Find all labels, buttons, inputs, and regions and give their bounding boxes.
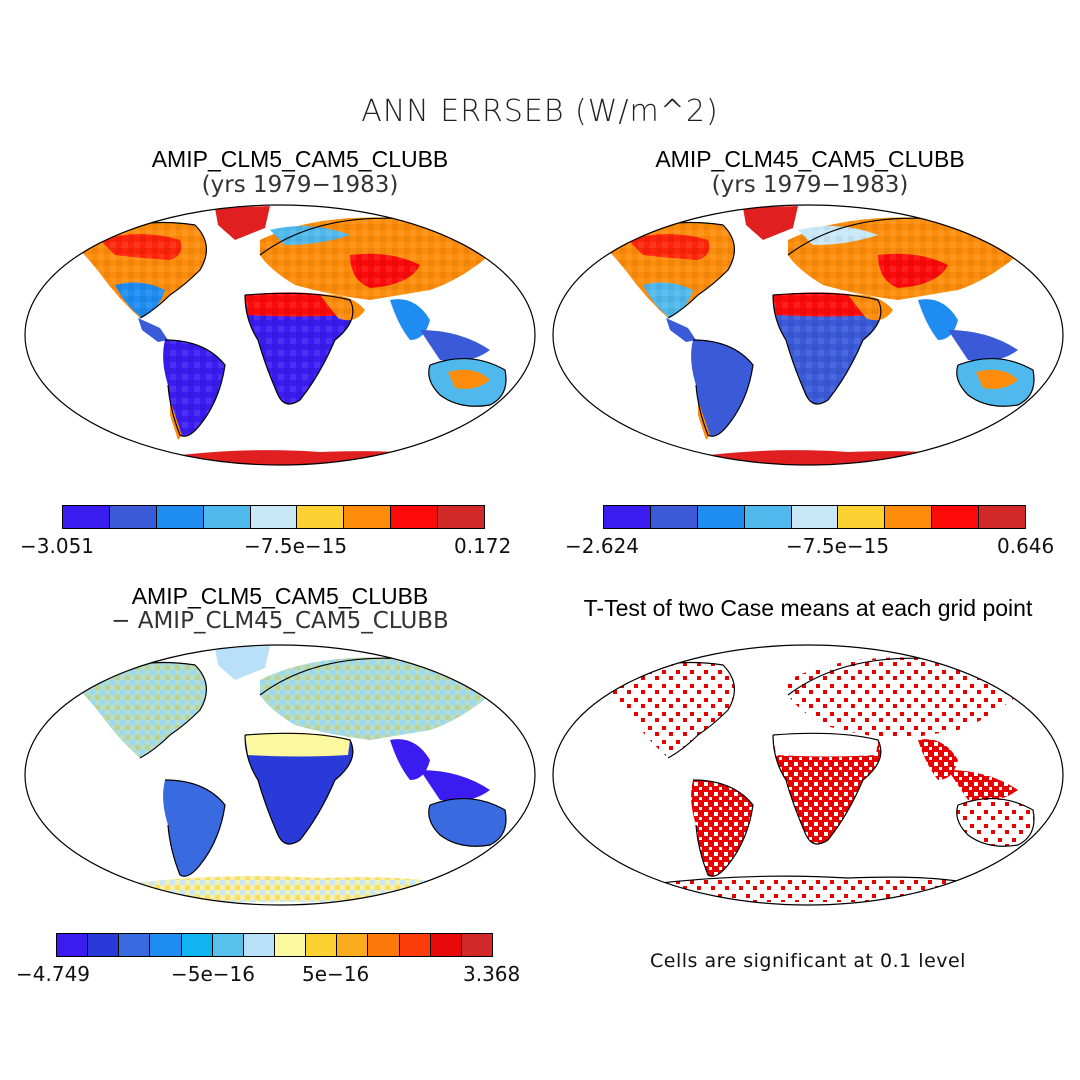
- cb3-swatch-6: [243, 934, 275, 956]
- colorbar1-mid-label: −7.5e−15: [244, 534, 348, 558]
- panel1-subtitle: (yrs 1979−1983): [201, 172, 399, 198]
- cb1-swatch-6: [344, 506, 392, 528]
- cb2-swatch-2: [697, 506, 745, 528]
- colorbar-panel-3: [56, 933, 493, 957]
- colorbar3-mid1-label: −5e−16: [171, 962, 255, 986]
- colorbar3-min-label: −4.749: [16, 962, 91, 986]
- colorbar2-min-label: −2.624: [565, 534, 640, 558]
- cb3-swatch-1: [88, 934, 120, 956]
- colorbar1-max-label: 0.172: [454, 534, 512, 558]
- cb3-swatch-8: [306, 934, 338, 956]
- cb3-swatch-12: [430, 934, 462, 956]
- cb3-swatch-4: [181, 934, 213, 956]
- cb3-swatch-3: [150, 934, 182, 956]
- panel3-title: AMIP_CLM5_CAM5_CLUBB: [131, 583, 429, 609]
- map-panel-2: [552, 204, 1064, 466]
- cb2-swatch-8: [979, 506, 1026, 528]
- panel2-title: AMIP_CLM45_CAM5_CLUBB: [655, 146, 965, 172]
- cb1-swatch-1: [109, 506, 157, 528]
- cb2-swatch-1: [650, 506, 698, 528]
- colorbar-panel-1: [62, 505, 485, 529]
- cb3-swatch-11: [399, 934, 431, 956]
- cb1-swatch-7: [391, 506, 439, 528]
- cb1-swatch-3: [203, 506, 251, 528]
- cb2-swatch-3: [744, 506, 792, 528]
- colorbar-panel-2: [603, 505, 1026, 529]
- cb3-swatch-9: [337, 934, 369, 956]
- panel4-title: T-Test of two Case means at each grid po…: [583, 595, 1033, 621]
- cb2-swatch-4: [791, 506, 839, 528]
- cb1-swatch-4: [250, 506, 298, 528]
- colorbar3-max-label: 3.368: [463, 962, 521, 986]
- colorbar2-mid-label: −7.5e−15: [786, 534, 890, 558]
- cb3-swatch-7: [274, 934, 307, 956]
- figure-title: ANN ERRSEB (W/m^2): [361, 94, 719, 129]
- cb1-swatch-0: [63, 506, 110, 528]
- cb1-swatch-2: [156, 506, 204, 528]
- panel3-subtitle: − AMIP_CLM45_CAM5_CLUBB: [111, 608, 449, 634]
- cb3-swatch-5: [212, 934, 244, 956]
- cb2-swatch-0: [604, 506, 651, 528]
- cb1-swatch-8: [438, 506, 485, 528]
- cb3-swatch-10: [368, 934, 400, 956]
- colorbar2-max-label: 0.646: [997, 534, 1055, 558]
- colorbar1-min-label: −3.051: [20, 534, 95, 558]
- map-panel-4-ttest: [552, 644, 1064, 906]
- cb2-swatch-6: [885, 506, 933, 528]
- cb3-swatch-2: [119, 934, 151, 956]
- map-panel-3-difference: [24, 644, 536, 906]
- cb2-swatch-7: [932, 506, 980, 528]
- cb3-swatch-0: [57, 934, 89, 956]
- panel1-title: AMIP_CLM5_CAM5_CLUBB: [151, 146, 449, 172]
- cb2-swatch-5: [838, 506, 886, 528]
- cb3-swatch-13: [461, 934, 492, 956]
- map-panel-1: [24, 204, 536, 466]
- significance-note: Cells are significant at 0.1 level: [650, 950, 966, 972]
- colorbar3-mid2-label: 5e−16: [302, 962, 370, 986]
- panel2-subtitle: (yrs 1979−1983): [711, 172, 909, 198]
- cb1-swatch-5: [297, 506, 345, 528]
